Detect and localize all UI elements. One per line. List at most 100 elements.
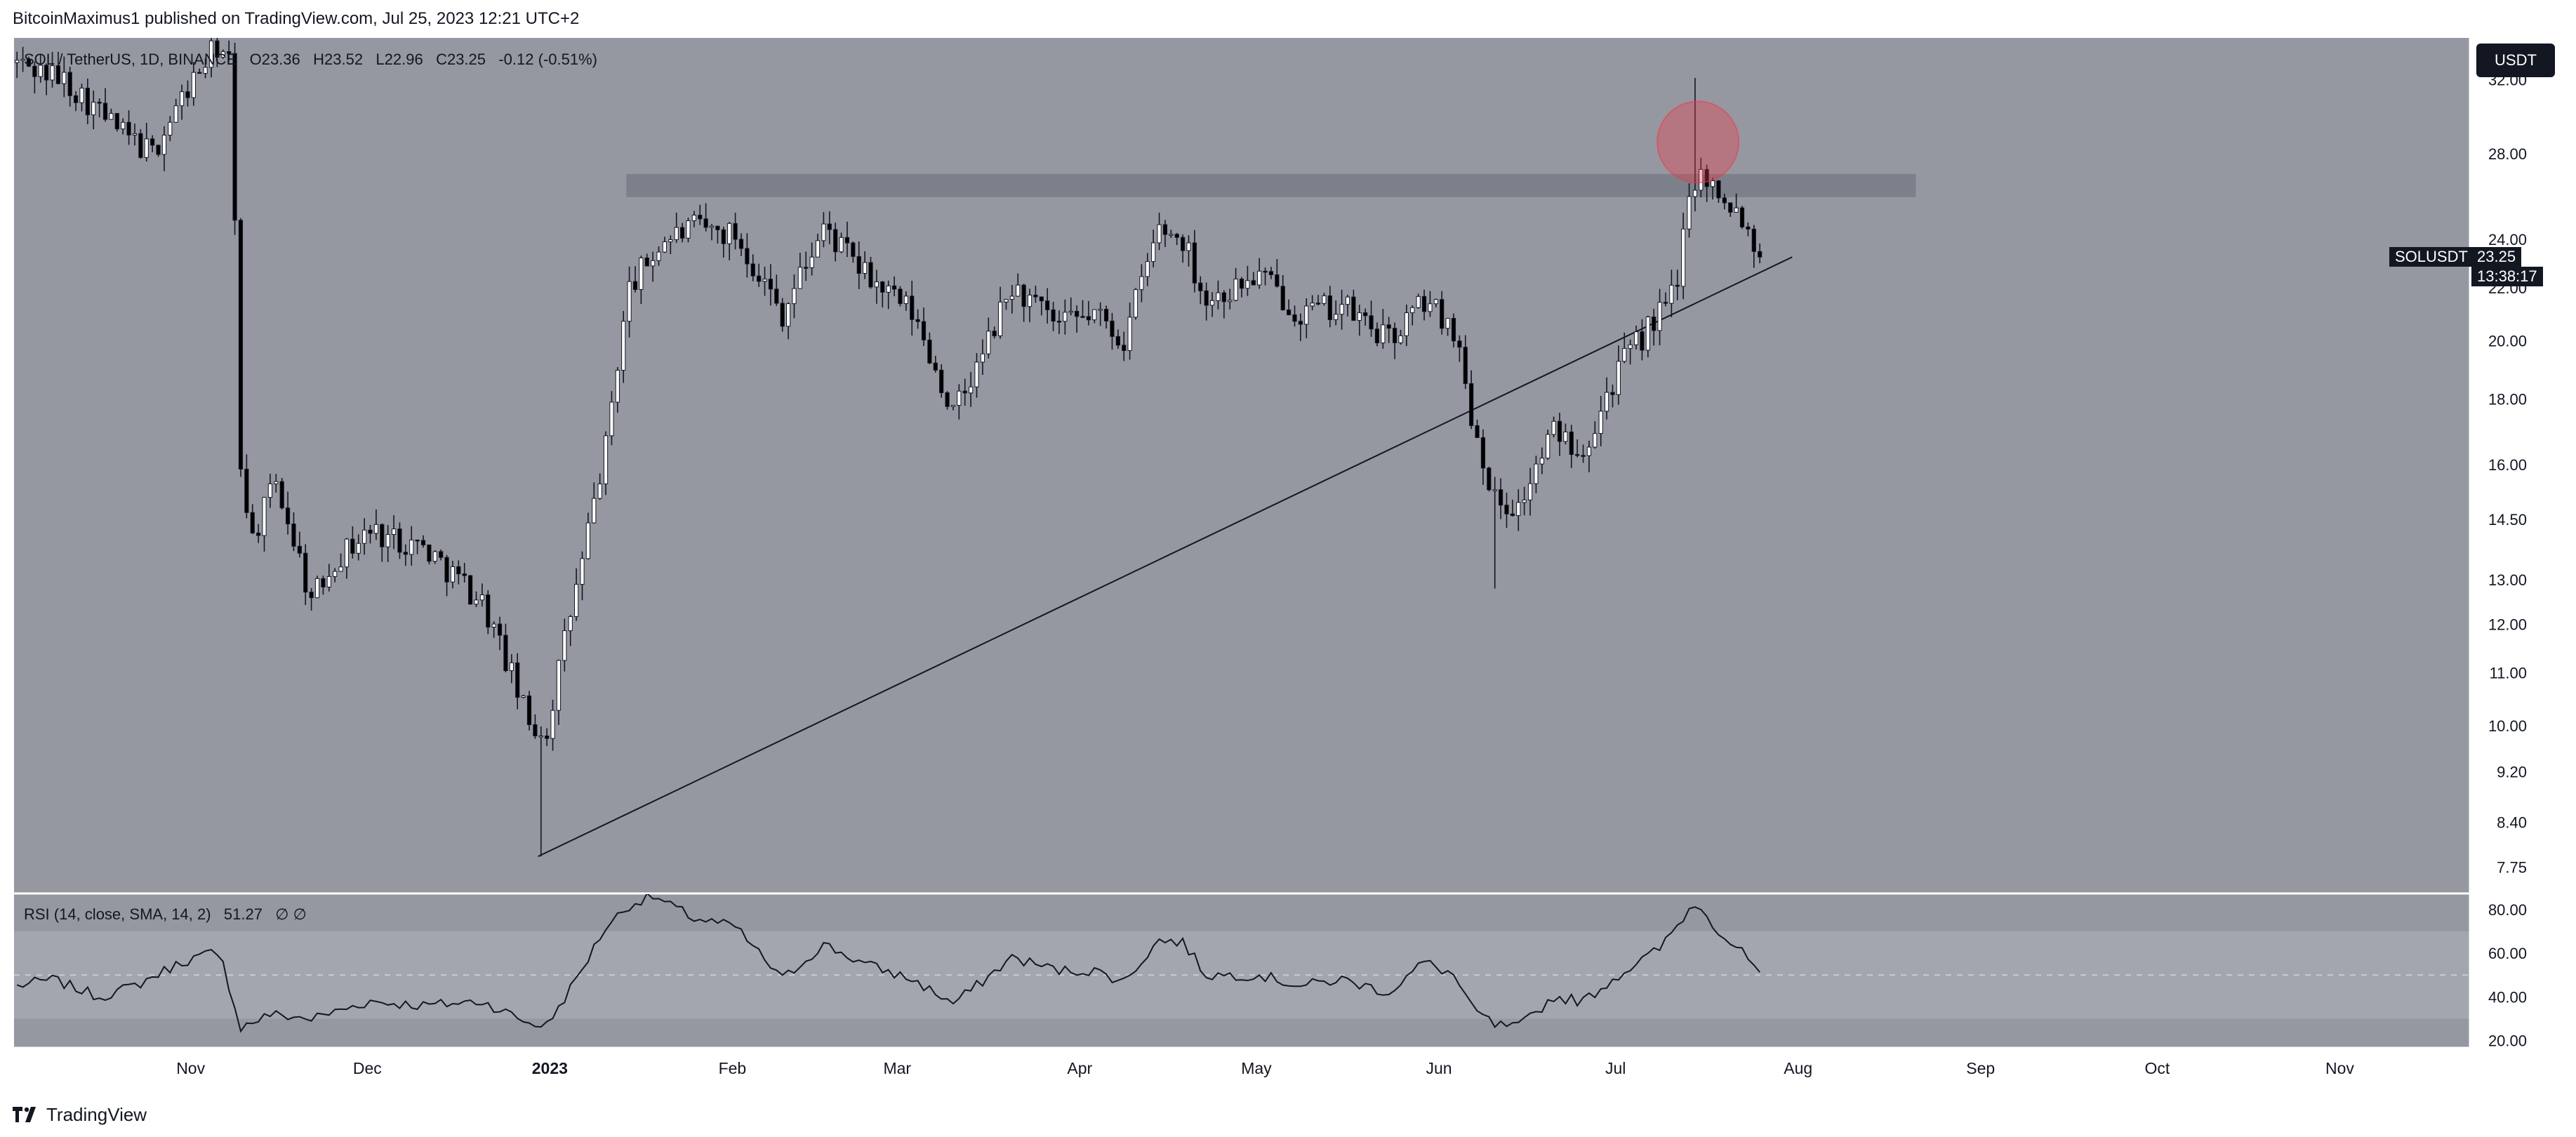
candle [1569, 425, 1574, 468]
candle-body [427, 544, 432, 562]
candle [1027, 288, 1033, 323]
footer-brand: TradingView [46, 1103, 147, 1125]
candle [191, 62, 196, 106]
candle-body [321, 578, 326, 587]
candle [1004, 298, 1009, 310]
candle [126, 110, 131, 145]
candle-body [1410, 307, 1415, 314]
candle-body [391, 528, 397, 536]
price-axis-tick: 18.00 [2488, 391, 2527, 408]
candle [509, 654, 514, 684]
rsi-legend[interactable]: RSI (14, close, SMA, 14, 2) 51.27 ∅ ∅ [24, 905, 307, 924]
candle [1068, 297, 1073, 316]
resistance-zone[interactable] [626, 173, 1916, 197]
candle-body [1334, 314, 1339, 320]
candle [1393, 322, 1397, 359]
candle-body [550, 710, 555, 739]
candle [1186, 235, 1191, 267]
candle-body [344, 538, 350, 568]
candle-body [804, 267, 809, 269]
candle-body [844, 237, 850, 244]
candle-body [15, 60, 20, 63]
candle [102, 88, 108, 122]
candle-body [1645, 317, 1650, 351]
candle [20, 46, 25, 72]
candle-body [338, 566, 343, 572]
candle [797, 253, 802, 289]
candle [886, 280, 891, 310]
price-axis-tick: 16.00 [2488, 456, 2527, 474]
candle [1657, 288, 1662, 346]
candle-body [815, 240, 821, 258]
candle [497, 616, 503, 651]
candle [585, 512, 590, 560]
currency-button[interactable]: USDT [2476, 44, 2555, 77]
candle [238, 218, 244, 477]
candle [303, 544, 308, 606]
candle [397, 522, 402, 559]
candle-body [409, 539, 414, 555]
candle [1304, 298, 1309, 338]
candle [1162, 220, 1168, 247]
rsi-label: RSI (14, close, SMA, 14, 2) [24, 905, 211, 923]
rejection-highlight-circle[interactable] [1657, 100, 1740, 184]
candle-body [545, 736, 550, 739]
candle-body [921, 321, 927, 340]
candle-body [1710, 180, 1715, 187]
candle-body [403, 552, 408, 555]
candle-body [1475, 425, 1480, 439]
candle [1280, 274, 1285, 311]
candle [738, 233, 744, 256]
last-price-tag: 23.25 [2471, 247, 2522, 267]
candle [1551, 416, 1556, 438]
candle [1192, 230, 1197, 293]
candle [545, 728, 550, 747]
candle-body [785, 303, 791, 327]
candle-body [1463, 347, 1468, 385]
candle-body [1381, 324, 1386, 344]
candle-body [727, 222, 732, 244]
candle [1581, 444, 1586, 463]
candle-body [1004, 298, 1009, 302]
candle [921, 307, 927, 346]
candle [503, 623, 508, 673]
rsi-extra: ∅ ∅ [275, 905, 307, 923]
main-pane[interactable] [14, 38, 2469, 893]
candle [1221, 290, 1226, 319]
candle-body [886, 285, 891, 293]
candle [309, 587, 314, 611]
candle [1539, 447, 1544, 474]
candle-body [609, 401, 614, 437]
candle-body [267, 483, 272, 498]
candle-body [1315, 302, 1321, 305]
candle [762, 267, 767, 296]
candle-body [1586, 446, 1592, 456]
candle-body [945, 392, 950, 407]
candle-body [1546, 434, 1551, 459]
candle [538, 726, 543, 857]
candle-body [1051, 309, 1056, 322]
candle [114, 112, 119, 132]
candle [1287, 299, 1292, 316]
candle-body [26, 58, 32, 67]
candle [668, 235, 673, 255]
rsi-line[interactable] [16, 893, 1760, 1033]
candle-body [1216, 292, 1221, 301]
candle [55, 51, 61, 85]
candle [1498, 478, 1503, 519]
candle [420, 535, 426, 548]
candle [1516, 489, 1521, 531]
candle [1663, 292, 1668, 307]
candle-body [1539, 458, 1544, 465]
candle [1169, 230, 1174, 239]
candle-body [415, 539, 420, 542]
support-trendline[interactable] [538, 256, 1793, 858]
symbol-legend[interactable]: SOL / TetherUS, 1D, BINANCE O23.36 H23.5… [24, 51, 597, 69]
candle-body [1593, 433, 1598, 448]
candle [603, 431, 609, 496]
time-axis-tick: Feb [719, 1059, 747, 1077]
candle [109, 108, 114, 120]
candle-body [1133, 289, 1138, 318]
candle-body [709, 225, 715, 228]
